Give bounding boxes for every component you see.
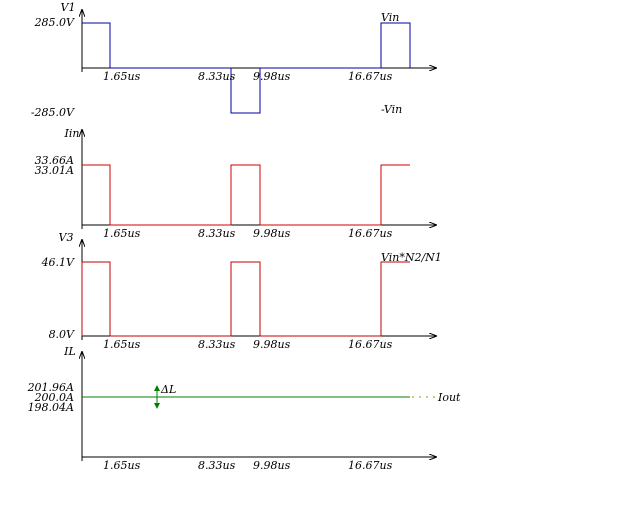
axis-label: IL [63,345,76,358]
level-label: 201.96A [27,381,74,394]
waveform [82,22,411,114]
time-label: 1.65us [103,70,141,83]
level-label: 46.1V [41,256,75,269]
annotation: Iout [437,391,461,404]
time-label: 16.67us [348,227,393,240]
annotation: -Vin [381,103,402,116]
annotation: ΔL [160,383,176,396]
level-label: 8.0V [49,328,75,341]
time-label: 16.67us [348,338,393,351]
time-label: 8.33us [198,70,236,83]
time-label: 8.33us [198,459,236,472]
time-label: 9.98us [253,338,291,351]
panels: V1 285.0V -285.0V 1.65us 8.33us 9.98us 16.67us… [27,1,461,472]
time-label: 16.67us [348,70,393,83]
level-label: 198.04A [28,401,74,414]
waveform [82,164,410,226]
time-label: 1.65us [103,459,141,472]
axis-label: Iin [64,127,80,140]
time-label: 1.65us [103,338,141,351]
time-label: 8.33us [198,338,236,351]
level-label: 33.01A [35,164,74,177]
annotation: Vin [381,11,399,24]
time-label: 8.33us [198,227,236,240]
level-label: 200.0A [34,391,74,404]
time-label: 9.98us [253,227,291,240]
level-label: 285.0V [34,16,75,29]
time-label: 1.65us [103,227,141,240]
time-label: 9.98us [253,70,291,83]
time-label: 16.67us [348,459,393,472]
level-label: -285.0V [31,106,75,119]
level-label: 33.66A [35,154,74,167]
time-label: 9.98us [253,459,291,472]
axis-label: V1 [61,1,76,14]
waveform [81,261,410,337]
annotation: Vin*N2/N1 [381,251,442,264]
axis-label: V3 [59,231,74,244]
